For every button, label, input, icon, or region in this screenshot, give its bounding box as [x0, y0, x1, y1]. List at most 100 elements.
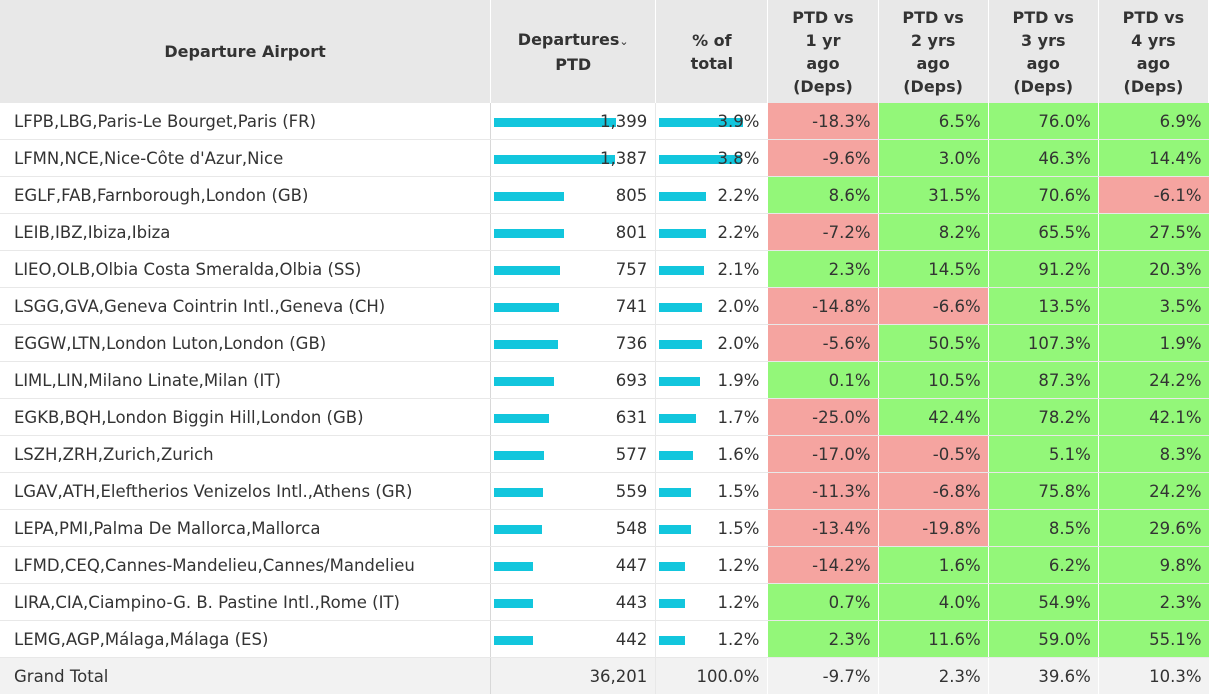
table-body: LFPB,LBG,Paris-Le Bourget,Paris (FR) 1,39… — [0, 103, 1209, 658]
table-row[interactable]: LSZH,ZRH,Zurich,Zurich 577 1.6% -17.0% -0.5%… — [0, 435, 1209, 473]
header-row: Departure Airport Departures⌄ PTD % of t… — [0, 0, 1209, 103]
table-row[interactable]: LFMD,CEQ,Cannes-Mandelieu,Cannes/Mandeli… — [0, 546, 1209, 584]
table-row[interactable]: LIEO,OLB,Olbia Costa Smeralda,Olbia (SS)… — [0, 250, 1209, 288]
vs-4yr-cell: 27.5% — [1097, 213, 1209, 251]
vs-1yr-cell: -11.3% — [767, 472, 879, 510]
departures-cell-value: 559 — [615, 481, 648, 501]
table-row[interactable]: LEIB,IBZ,Ibiza,Ibiza 801 2.2% -7.2% 8.2% 65.5… — [0, 213, 1209, 251]
header-ptd-vs-3yrs[interactable]: PTD vs 3 yrs ago (Deps) — [988, 0, 1099, 103]
table-row[interactable]: LIRA,CIA,Ciampino-G. B. Pastine Intl.,Ro… — [0, 583, 1209, 621]
pct-total-cell-bar — [659, 266, 705, 275]
header-ptd-vs-1yr[interactable]: PTD vs 1 yr ago (Deps) — [767, 0, 879, 103]
table-row[interactable]: LEPA,PMI,Palma De Mallorca,Mallorca 548 1.… — [0, 509, 1209, 547]
departures-cell-value: 442 — [615, 629, 648, 649]
grand-total-vs-3yrs: 39.6% — [987, 657, 1099, 694]
vs-3yr-cell: 78.2% — [987, 398, 1099, 436]
departures-cell-bar — [494, 636, 534, 645]
departures-cell: 757 — [490, 250, 656, 288]
airport-name-cell: LIEO,OLB,Olbia Costa Smeralda,Olbia (SS) — [0, 250, 491, 288]
header-departure-airport[interactable]: Departure Airport — [0, 0, 492, 103]
departures-cell-value: 631 — [615, 407, 648, 427]
departures-cell-bar — [494, 451, 545, 460]
table-row[interactable]: LEMG,AGP,Málaga,Málaga (ES) 442 1.2% 2.3% 11… — [0, 620, 1209, 658]
grand-total-vs-2yrs: 2.3% — [877, 657, 989, 694]
airport-name-cell: LEPA,PMI,Palma De Mallorca,Mallorca — [0, 509, 491, 547]
pct-total-cell-value: 1.2% — [717, 629, 760, 649]
table-row[interactable]: EGLF,FAB,Farnborough,London (GB) 805 2.2% 8… — [0, 176, 1209, 214]
vs-1yr-cell: 0.1% — [767, 361, 879, 399]
vs-3yr-cell: 46.3% — [987, 139, 1099, 177]
vs-4yr-cell: 2.3% — [1097, 583, 1209, 621]
pct-total-cell-bar — [659, 377, 701, 386]
vs-2yr-cell: 11.6% — [877, 620, 989, 658]
header-pct-of-total[interactable]: % of total — [655, 0, 769, 103]
header-departures-ptd[interactable]: Departures⌄ PTD — [490, 0, 657, 103]
pct-total-cell-value: 1.7% — [717, 407, 760, 427]
vs-3yr-cell: 107.3% — [987, 324, 1099, 362]
departures-cell-value: 548 — [615, 518, 648, 538]
pct-total-cell-value: 2.2% — [717, 222, 760, 242]
pct-total-cell: 2.0% — [655, 287, 768, 325]
pct-total-cell: 1.7% — [655, 398, 768, 436]
grand-total-vs-4yrs: 10.3% — [1097, 657, 1209, 694]
vs-2yr-cell: 31.5% — [877, 176, 989, 214]
table-row[interactable]: EGGW,LTN,London Luton,London (GB) 736 2.0%… — [0, 324, 1209, 362]
table-row[interactable]: LFPB,LBG,Paris-Le Bourget,Paris (FR) 1,39… — [0, 103, 1209, 140]
pct-total-cell: 2.0% — [655, 324, 768, 362]
departures-cell-value: 801 — [615, 222, 648, 242]
table-row[interactable]: LIML,LIN,Milano Linate,Milan (IT) 693 1.9%… — [0, 361, 1209, 399]
pct-total-cell-value: 1.2% — [717, 592, 760, 612]
airport-name-cell: LSGG,GVA,Geneva Cointrin Intl.,Geneva (C… — [0, 287, 491, 325]
departures-cell-value: 577 — [615, 444, 648, 464]
departures-cell: 1,387 — [490, 139, 656, 177]
vs-4yr-cell: 3.5% — [1097, 287, 1209, 325]
pct-total-cell-value: 2.2% — [717, 185, 760, 205]
departures-cell-bar — [494, 155, 616, 164]
departures-cell: 577 — [490, 435, 656, 473]
pct-total-cell: 3.9% — [655, 103, 768, 140]
vs-3yr-cell: 76.0% — [987, 103, 1099, 140]
table-row[interactable]: EGKB,BQH,London Biggin Hill,London (GB) 6… — [0, 398, 1209, 436]
departures-cell-bar — [494, 599, 534, 608]
departures-cell-value: 741 — [615, 296, 648, 316]
departures-cell-bar — [494, 488, 544, 497]
pct-total-cell-bar — [659, 525, 692, 534]
chevron-down-icon[interactable]: ⌄ — [619, 34, 629, 48]
vs-3yr-cell: 70.6% — [987, 176, 1099, 214]
pct-total-cell-value: 2.0% — [717, 333, 760, 353]
vs-4yr-cell: 6.9% — [1097, 103, 1209, 140]
grand-total-row: Grand Total 36,201 100.0% -9.7% 2.3% 39.… — [0, 657, 1209, 694]
pct-total-cell-bar — [659, 599, 686, 608]
pct-total-cell-bar — [659, 636, 686, 645]
vs-2yr-cell: -0.5% — [877, 435, 989, 473]
vs-3yr-cell: 13.5% — [987, 287, 1099, 325]
table-row[interactable]: LFMN,NCE,Nice-Côte d'Azur,Nice 1,387 3.8% -… — [0, 139, 1209, 177]
vs-3yr-cell: 91.2% — [987, 250, 1099, 288]
departures-cell-value: 757 — [615, 259, 648, 279]
pct-total-cell-value: 1.6% — [717, 444, 760, 464]
airport-name-cell: LFPB,LBG,Paris-Le Bourget,Paris (FR) — [0, 103, 491, 140]
header-ptd-vs-4yrs[interactable]: PTD vs 4 yrs ago (Deps) — [1098, 0, 1209, 103]
departures-cell-value: 736 — [615, 333, 648, 353]
pct-total-cell-bar — [659, 451, 694, 460]
vs-4yr-cell: 1.9% — [1097, 324, 1209, 362]
pct-total-cell-bar — [659, 340, 703, 349]
table-row[interactable]: LSGG,GVA,Geneva Cointrin Intl.,Geneva (C… — [0, 287, 1209, 325]
pct-total-cell-bar — [659, 488, 692, 497]
departures-cell-bar — [494, 303, 560, 312]
header-ptd-vs-2yrs[interactable]: PTD vs 2 yrs ago (Deps) — [878, 0, 989, 103]
departures-cell-bar — [494, 525, 543, 534]
vs-2yr-cell: -6.8% — [877, 472, 989, 510]
pct-total-cell: 2.2% — [655, 213, 768, 251]
departures-cell: 442 — [490, 620, 656, 658]
vs-3yr-cell: 75.8% — [987, 472, 1099, 510]
vs-4yr-cell: 14.4% — [1097, 139, 1209, 177]
table-row[interactable]: LGAV,ATH,Eleftherios Venizelos Intl.,Ath… — [0, 472, 1209, 510]
departures-cell: 741 — [490, 287, 656, 325]
vs-2yr-cell: 50.5% — [877, 324, 989, 362]
vs-3yr-cell: 8.5% — [987, 509, 1099, 547]
pct-total-cell-bar — [659, 155, 742, 164]
vs-4yr-cell: 42.1% — [1097, 398, 1209, 436]
departures-cell-value: 1,399 — [600, 111, 648, 131]
pct-total-cell-value: 1.9% — [717, 370, 760, 390]
